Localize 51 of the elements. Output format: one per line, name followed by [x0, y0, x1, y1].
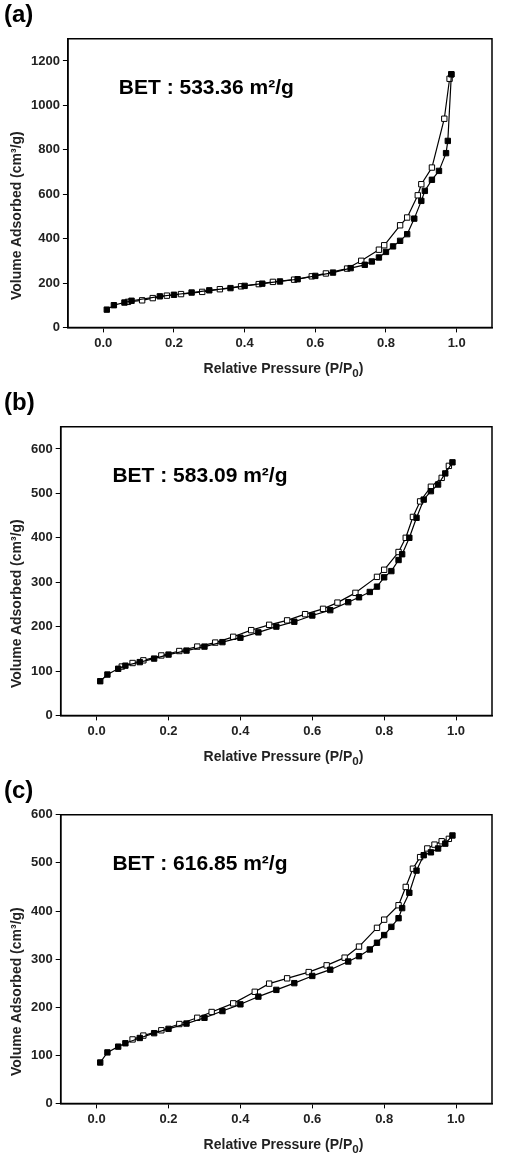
chart-title: (a) — [4, 0, 34, 28]
y-tick-label: 600 — [30, 806, 53, 822]
y-tick-label: 300 — [30, 573, 53, 589]
annotation: BET : 616.85 m²/g — [112, 850, 288, 874]
x-tick-label: 0.4 — [231, 722, 251, 738]
x-tick-label: 1.0 — [447, 722, 466, 738]
x-tick-label: 0.8 — [376, 334, 396, 350]
y-tick-label: 600 — [38, 185, 60, 201]
annotation: BET : 583.09 m²/g — [112, 462, 288, 486]
x-axis-title: Relative Pressure (P/P$_{0}$) — [202, 360, 365, 379]
y-tick-label: 0 — [45, 1094, 53, 1110]
x-tick-label: 0.0 — [87, 1110, 106, 1126]
x-tick-label: 0.2 — [159, 1110, 178, 1126]
y-tick-label: 0 — [52, 318, 60, 334]
x-tick-label: 1.0 — [447, 1110, 466, 1126]
y-axis-title: Volume Adsorbed (cm³/g) — [8, 907, 24, 1076]
y-tick-label: 500 — [30, 854, 53, 870]
y-tick-label: 300 — [30, 950, 53, 966]
y-tick-label: 1000 — [31, 96, 60, 112]
y-tick-label: 100 — [30, 662, 53, 678]
y-tick-label: 400 — [38, 230, 60, 246]
y-axis-title: Volume Adsorbed (cm³/g) — [8, 131, 24, 300]
y-tick-label: 400 — [30, 902, 53, 918]
x-tick-label: 0.0 — [94, 334, 113, 350]
x-tick-label: 0.4 — [231, 1110, 251, 1126]
x-tick-label: 0.2 — [159, 722, 178, 738]
y-tick-label: 200 — [30, 998, 53, 1014]
chart-title: (c) — [4, 776, 34, 804]
x-tick-label: 0.6 — [306, 334, 325, 350]
y-tick-label: 500 — [30, 484, 53, 500]
y-tick-label: 200 — [30, 618, 53, 634]
y-tick-label: 200 — [38, 274, 60, 290]
x-tick-label: 0.2 — [164, 334, 183, 350]
x-tick-label: 0.8 — [375, 722, 394, 738]
x-tick-label: 0.4 — [235, 334, 255, 350]
y-tick-label: 1200 — [31, 52, 60, 68]
chart-title: (b) — [4, 388, 35, 416]
x-axis-title: Relative Pressure (P/P$_{0}$) — [202, 748, 365, 767]
x-axis-title: Relative Pressure (P/P$_{0}$) — [202, 1136, 365, 1155]
x-tick-label: 1.0 — [447, 334, 466, 350]
x-tick-label: 0.0 — [87, 722, 106, 738]
annotation: BET : 533.36 m²/g — [118, 74, 294, 98]
y-tick-label: 100 — [30, 1046, 53, 1062]
y-tick-label: 400 — [30, 529, 53, 545]
y-tick-label: 0 — [45, 706, 53, 722]
x-tick-label: 0.8 — [375, 1110, 394, 1126]
y-tick-label: 800 — [38, 141, 60, 157]
x-tick-label: 0.6 — [303, 722, 322, 738]
x-tick-label: 0.6 — [303, 1110, 322, 1126]
y-tick-label: 600 — [30, 440, 53, 456]
y-axis-title: Volume Adsorbed (cm³/g) — [8, 519, 24, 688]
